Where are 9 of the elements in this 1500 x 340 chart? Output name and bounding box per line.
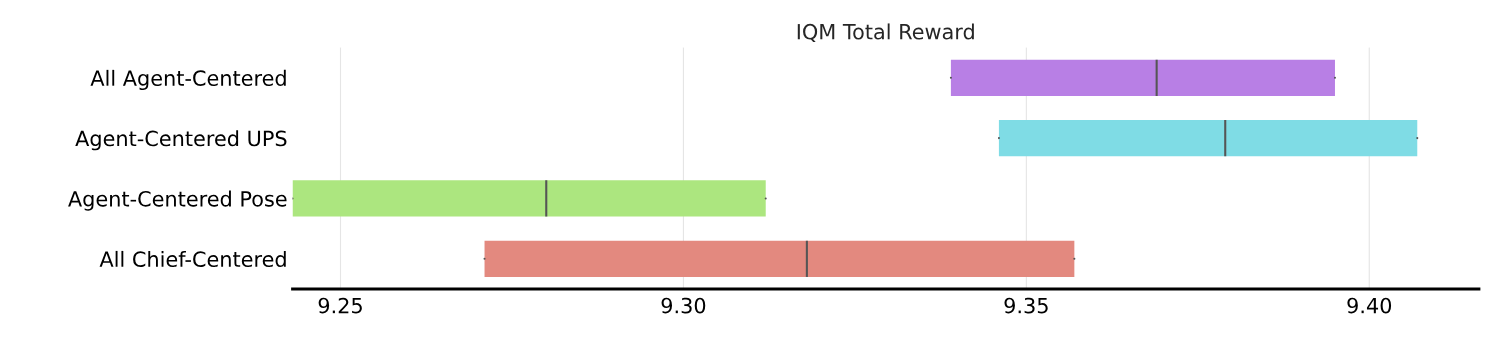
chart-title: IQM Total Reward (797, 23, 974, 42)
x-tick-label: 9.25 (318, 297, 362, 314)
y-tick-label: All Agent-Centered (90, 69, 286, 91)
y-tick-label: Agent-Centered UPS (75, 130, 287, 151)
y-tick-label: All Chief-Centered (99, 250, 286, 268)
x-tick-label: 9.35 (1004, 297, 1048, 314)
x-tick-label: 9.40 (1347, 297, 1392, 314)
x-tick-label: 9.30 (661, 297, 706, 314)
y-tick-label: Agent-Centered Pose (68, 190, 287, 211)
